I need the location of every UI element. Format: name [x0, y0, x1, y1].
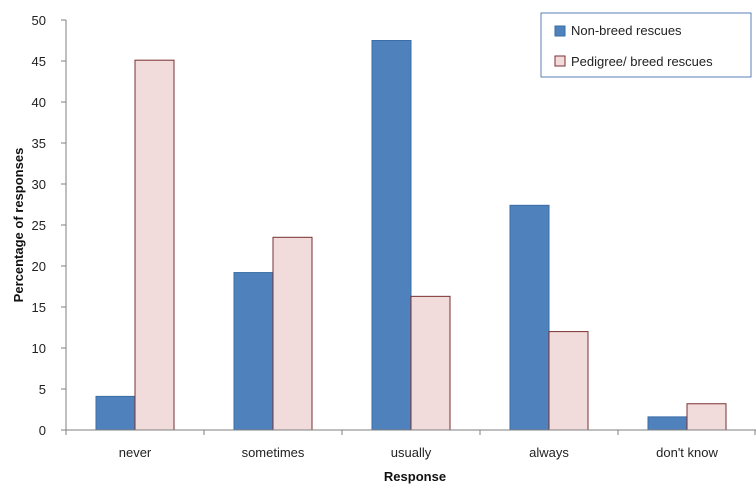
y-tick-label: 15	[32, 300, 46, 315]
bar-non-breed	[509, 204, 550, 431]
legend-label-non-breed: Non-breed rescues	[571, 23, 682, 38]
bar-non-breed	[371, 40, 412, 431]
legend-box	[540, 12, 752, 78]
bar-non-breed	[233, 272, 274, 431]
bar-pedigree	[548, 331, 589, 431]
y-tick-label: 30	[32, 177, 46, 192]
x-axis-title: Response	[384, 469, 446, 484]
x-tick-label: always	[529, 445, 569, 460]
y-tick-label: 20	[32, 259, 46, 274]
x-tick-label: sometimes	[242, 445, 305, 460]
bar-pedigree	[686, 403, 727, 431]
y-axis-ticks: 0 5 10 15 20 25 30 35 40 45 50	[32, 13, 66, 438]
y-tick-label: 25	[32, 218, 46, 233]
legend-swatch-non-breed	[554, 25, 566, 37]
bar-non-breed	[647, 416, 688, 431]
legend-swatch-pedigree	[554, 55, 566, 67]
x-tick-label: never	[119, 445, 152, 460]
bar-pedigree	[410, 295, 451, 431]
legend: Non-breed rescues Pedigree/ breed rescue…	[540, 12, 752, 78]
y-tick-label: 0	[39, 423, 46, 438]
x-axis-ticks: never sometimes usually always don't know	[65, 430, 756, 460]
y-tick-label: 45	[32, 54, 46, 69]
bar-pedigree	[272, 236, 313, 431]
bars	[95, 40, 727, 431]
y-tick-label: 5	[39, 382, 46, 397]
bar-non-breed	[95, 395, 136, 431]
bar-pedigree	[134, 59, 175, 431]
y-tick-label: 35	[32, 136, 46, 151]
y-tick-label: 10	[32, 341, 46, 356]
legend-label-pedigree: Pedigree/ breed rescues	[571, 54, 713, 69]
x-tick-label: don't know	[656, 445, 718, 460]
y-tick-label: 50	[32, 13, 46, 28]
y-axis-title: Percentage of responses	[11, 148, 26, 303]
x-tick-label: usually	[391, 445, 432, 460]
y-tick-label: 40	[32, 95, 46, 110]
